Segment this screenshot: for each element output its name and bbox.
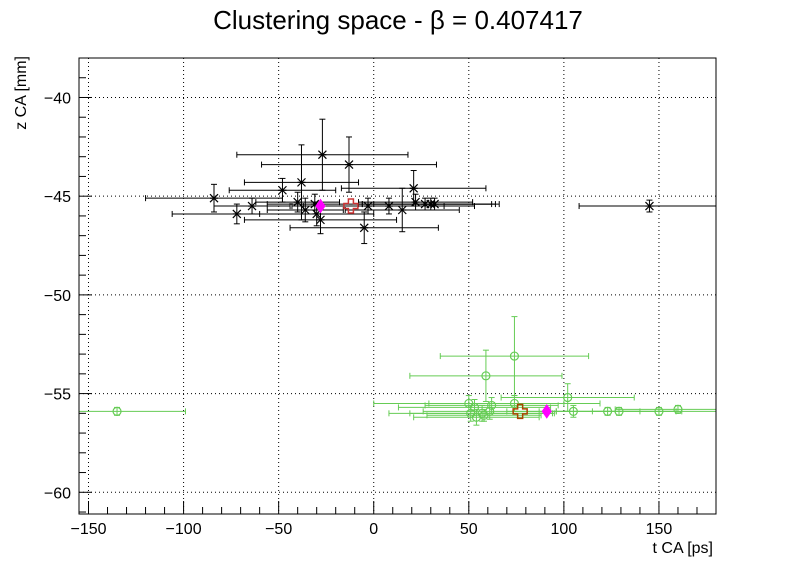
circle-marker (481, 371, 491, 381)
data-point-black (373, 197, 496, 211)
star-marker (397, 205, 407, 215)
star-marker (359, 223, 369, 233)
data-point-black (578, 199, 716, 213)
x-axis-label: t CA [ps] (653, 540, 713, 557)
x-tick-label: −150 (70, 521, 106, 538)
reference-cross-marker (512, 403, 528, 420)
data-point-black (145, 183, 283, 213)
data-point-black (243, 144, 360, 221)
data-point-green (79, 406, 186, 416)
x-tick-label: 100 (551, 521, 578, 538)
data-point-black (243, 205, 398, 235)
axes: −150 −100 −50 0 50 100 150 −60 −55 −50 −45 −40 (44, 57, 717, 538)
star-marker (430, 199, 440, 209)
y-tick-label: −55 (44, 387, 71, 404)
data-point-green (614, 404, 716, 414)
x-tick-label: −100 (166, 521, 202, 538)
star-marker (316, 215, 325, 225)
data-point-black (213, 197, 291, 215)
data-point-black (340, 170, 487, 207)
cluster-center-marker (315, 198, 326, 214)
data-point-green (424, 397, 559, 414)
data-point-black (302, 197, 476, 215)
x-tick-label: 50 (460, 521, 478, 538)
circle-marker (563, 392, 573, 403)
star-marker (344, 160, 354, 170)
star-marker (247, 201, 257, 211)
data-point-black (289, 211, 439, 245)
star-marker (317, 150, 327, 160)
y-tick-label: −45 (44, 189, 71, 206)
y-tick-label: −40 (44, 90, 71, 107)
y-axis-label: z CA [mm] (13, 56, 30, 130)
chart-title: Clustering space - β = 0.407417 (213, 5, 583, 35)
circle-marker (673, 404, 683, 414)
star-marker (384, 201, 394, 211)
star-marker (293, 197, 303, 207)
data-point-green (409, 349, 563, 402)
circle-marker (487, 400, 497, 411)
star-marker (278, 185, 287, 195)
y-tick-label: −60 (44, 485, 71, 502)
circle-marker (654, 406, 664, 416)
star-marker (297, 177, 306, 187)
circle-marker (485, 406, 495, 416)
star-marker (411, 197, 420, 207)
y-tick-label: −50 (44, 288, 71, 305)
reference-cross-marker (343, 198, 359, 214)
star-marker (300, 205, 310, 215)
cluster-center-marker (541, 403, 552, 419)
circle-marker (509, 398, 520, 409)
data-point-black (255, 191, 341, 213)
x-tick-label: 150 (646, 521, 673, 538)
circle-marker (509, 351, 520, 361)
x-tick-label: −50 (265, 521, 292, 538)
x-tick-label: 0 (369, 521, 378, 538)
grid-lines (79, 58, 716, 514)
data-layer (79, 118, 716, 426)
plot-frame (78, 57, 717, 515)
data-point-black (344, 187, 460, 233)
star-marker (232, 209, 242, 219)
data-point-green (439, 316, 590, 397)
star-marker (645, 201, 654, 211)
star-marker (409, 183, 419, 193)
data-point-black (236, 118, 409, 191)
data-point-black (261, 136, 437, 193)
circle-marker (112, 406, 122, 416)
star-marker (209, 193, 219, 203)
data-point-green (591, 406, 716, 416)
